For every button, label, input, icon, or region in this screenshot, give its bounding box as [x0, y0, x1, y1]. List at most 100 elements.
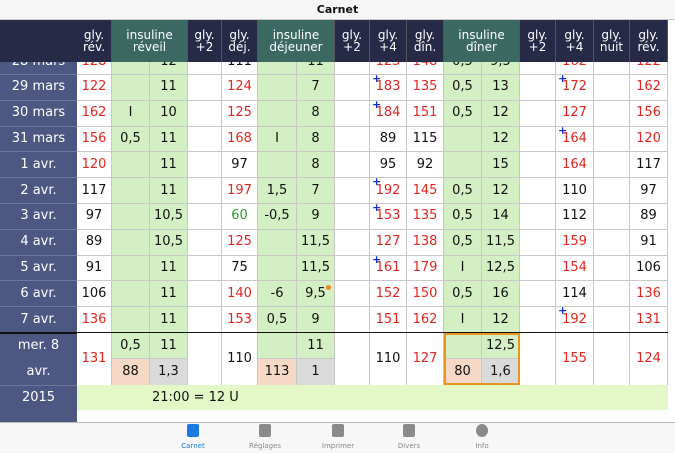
- table-cell: 122: [77, 75, 112, 101]
- table-cell: 7: [297, 75, 335, 101]
- table-cell: [335, 281, 370, 308]
- table-cell: 179: [407, 255, 444, 282]
- table-cell: [520, 178, 556, 204]
- table-cell: 9: [297, 307, 335, 333]
- tab-icon: [476, 424, 488, 437]
- table-cell: [520, 126, 556, 153]
- table-cell: 114: [556, 281, 594, 308]
- table-cell: 0,5: [112, 126, 150, 153]
- column-header: gly. dîn.: [407, 20, 444, 62]
- table-cell: 12: [482, 178, 520, 204]
- column-header: gly. +2: [188, 20, 222, 62]
- table-cell: I: [112, 100, 150, 127]
- date-cell: 31 mars: [0, 126, 77, 153]
- table-cell: [188, 75, 222, 101]
- table-cell: 127: [556, 100, 594, 127]
- table-cell: 162: [77, 100, 112, 127]
- table-cell: 192 +: [370, 176, 407, 204]
- table-cell: 0,5: [444, 178, 482, 204]
- table-cell: 12,5: [482, 333, 520, 359]
- table-cell: 13: [482, 75, 520, 101]
- table-cell: [188, 229, 222, 256]
- table-cell: I: [444, 307, 482, 333]
- table-cell: 89: [77, 229, 112, 256]
- flag-marker: +: [558, 72, 568, 85]
- table-cell: 162: [630, 75, 668, 101]
- table-cell: [335, 152, 370, 179]
- table-cell: [594, 100, 630, 127]
- table-cell: 127: [407, 333, 444, 385]
- tab[interactable]: Carnet: [163, 424, 223, 453]
- table-cell: 153 +: [370, 202, 407, 230]
- table-cell: 127: [370, 229, 407, 256]
- table-cell: [594, 152, 630, 179]
- tab[interactable]: Réglages: [235, 424, 295, 453]
- table-cell: 110: [556, 178, 594, 204]
- table-cell: [258, 229, 297, 256]
- table-cell: [335, 333, 370, 385]
- table-cell: 136: [77, 307, 112, 333]
- table-cell: 11: [150, 255, 188, 282]
- table-cell: 95: [370, 152, 407, 179]
- table-cell: 131: [77, 333, 112, 385]
- title-bar: Carnet: [0, 0, 675, 20]
- table-cell: 124: [222, 75, 258, 101]
- table-cell: 89: [370, 126, 407, 153]
- table-cell: [112, 75, 150, 101]
- table-cell: 125: [222, 100, 258, 127]
- table-cell: 60: [222, 204, 258, 230]
- table-cell: 0,5: [444, 75, 482, 101]
- table-cell: [594, 255, 630, 282]
- table-cell: 110: [222, 333, 258, 385]
- table-cell: 97: [630, 178, 668, 204]
- table-cell: 97: [222, 152, 258, 179]
- table-cell: 12: [482, 100, 520, 127]
- date-cell: 2015: [0, 385, 77, 410]
- table-cell: [594, 229, 630, 256]
- table-cell: [188, 126, 222, 153]
- table-cell: [258, 75, 297, 101]
- table-cell: [188, 255, 222, 282]
- tab-label: Carnet: [181, 442, 205, 450]
- table-cell: 11: [150, 152, 188, 179]
- flag-marker: +: [372, 72, 382, 85]
- table-cell: 145: [407, 178, 444, 204]
- table-cell: 151: [407, 100, 444, 127]
- tab-icon: [259, 424, 271, 437]
- table-cell: 91: [77, 255, 112, 282]
- table-cell: 168: [222, 126, 258, 153]
- table-cell: 14: [482, 204, 520, 230]
- tab[interactable]: Divers: [379, 424, 439, 453]
- table-cell: 92: [407, 152, 444, 179]
- table-cell: -0,5: [258, 204, 297, 230]
- date-cell: 30 mars: [0, 100, 77, 127]
- table-cell: 120: [630, 126, 668, 153]
- table-cell: [335, 204, 370, 230]
- tab[interactable]: Info: [452, 424, 512, 453]
- column-header: gly. rév.: [77, 20, 112, 62]
- table-cell: 80: [444, 359, 482, 385]
- table-cell: 11: [297, 333, 335, 359]
- table-cell: [520, 75, 556, 101]
- table-cell: 0,5: [444, 204, 482, 230]
- tab-label: Réglages: [249, 442, 281, 450]
- table-cell: [520, 229, 556, 256]
- date-cell: 1 avr.: [0, 152, 77, 179]
- tab[interactable]: Imprimer: [308, 424, 368, 453]
- table-cell: [258, 255, 297, 282]
- table-cell: 183 +: [370, 72, 407, 101]
- table-cell: [594, 333, 630, 385]
- table-cell: 136: [630, 281, 668, 308]
- note-row: 21:00 = 12 U: [77, 385, 668, 410]
- date-cell: 5 avr.: [0, 255, 77, 282]
- table-cell: 11: [150, 281, 188, 308]
- table-cell: 8: [297, 152, 335, 179]
- note-dot: [326, 285, 331, 291]
- table-cell: 125: [222, 229, 258, 256]
- table-cell: 112: [556, 204, 594, 230]
- date-cell: avr.: [0, 359, 77, 385]
- flag-marker: +: [372, 252, 382, 266]
- table-cell: [520, 152, 556, 179]
- table-cell: 8: [297, 100, 335, 127]
- date-cell: 7 avr.: [0, 307, 77, 333]
